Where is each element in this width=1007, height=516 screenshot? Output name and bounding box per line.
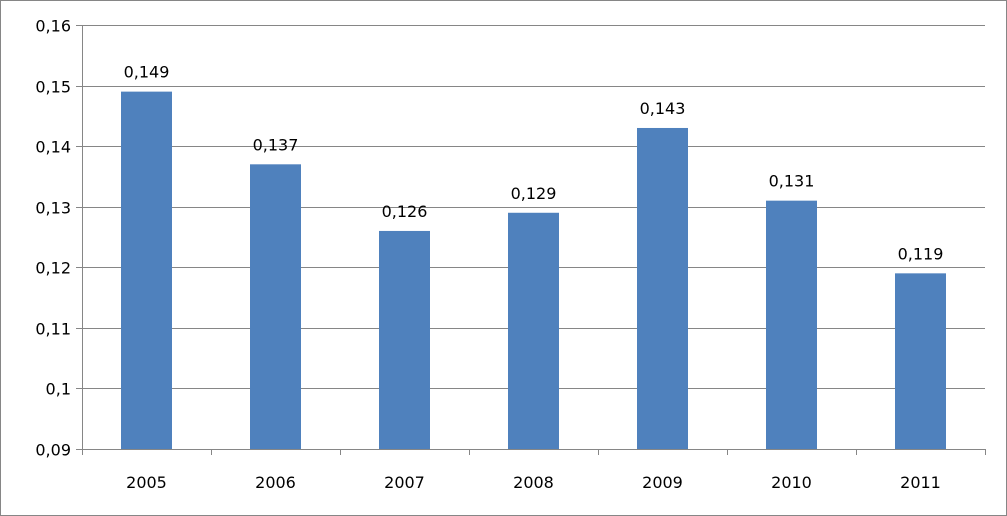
axes bbox=[76, 25, 986, 455]
bars bbox=[121, 91, 946, 450]
x-tick-label: 2005 bbox=[126, 473, 167, 492]
bar-2005 bbox=[121, 91, 172, 449]
data-label: 0,131 bbox=[769, 172, 815, 191]
data-label: 0,129 bbox=[511, 184, 557, 203]
bar-2006 bbox=[250, 164, 301, 450]
bar-2009 bbox=[637, 127, 688, 449]
data-label: 0,126 bbox=[382, 202, 428, 221]
y-tick-label: 0,12 bbox=[35, 259, 71, 278]
data-label: 0,137 bbox=[253, 135, 299, 154]
x-tick-label: 2008 bbox=[513, 473, 554, 492]
x-tick-label: 2011 bbox=[900, 473, 941, 492]
data-label: 0,143 bbox=[640, 99, 686, 118]
data-label: 0,119 bbox=[898, 244, 944, 263]
bar-2007 bbox=[379, 230, 430, 449]
y-tick-label: 0,11 bbox=[35, 320, 71, 339]
y-tick-label: 0,16 bbox=[35, 17, 71, 36]
x-tick-label: 2006 bbox=[255, 473, 296, 492]
x-tick-label: 2009 bbox=[642, 473, 683, 492]
y-tick-label: 0,1 bbox=[46, 380, 71, 399]
y-tick-label: 0,09 bbox=[35, 441, 71, 460]
y-tick-label: 0,15 bbox=[35, 78, 71, 97]
bar-2008 bbox=[508, 212, 559, 449]
y-tick-label: 0,13 bbox=[35, 199, 71, 218]
x-tick-label: 2010 bbox=[771, 473, 812, 492]
bar-2011 bbox=[895, 273, 946, 449]
data-label: 0,149 bbox=[124, 63, 170, 82]
x-tick-label: 2007 bbox=[384, 473, 425, 492]
labels: 0,09 0,1 0,11 0,12 0,13 0,14 0,15 0,16 0,149 2005… bbox=[35, 17, 943, 493]
y-tick-label: 0,14 bbox=[35, 138, 71, 157]
bar-2010 bbox=[766, 200, 817, 449]
